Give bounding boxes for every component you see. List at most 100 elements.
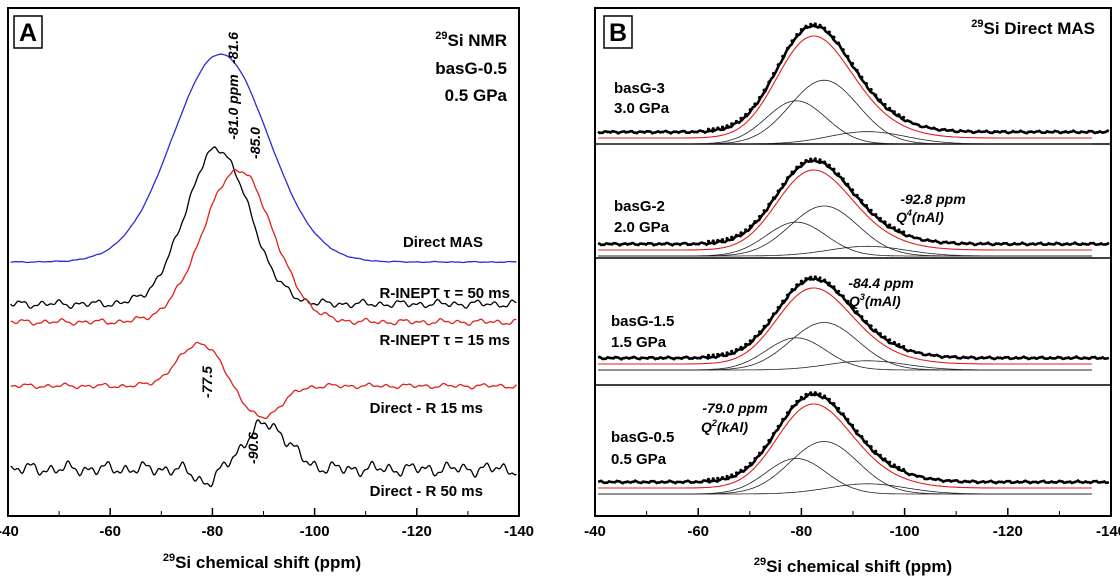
experimental-point	[725, 474, 729, 479]
fit-component-line	[598, 441, 1092, 495]
experimental-point	[874, 93, 878, 97]
fit-component-line	[598, 221, 1092, 257]
experimental-point	[860, 435, 864, 439]
experimental-point	[725, 351, 729, 355]
experimental-point	[739, 116, 743, 120]
experimental-point	[734, 119, 739, 124]
fit-sum-line	[598, 287, 1092, 365]
panel-a-x-axis-label: 29Si chemical shift (ppm)	[163, 552, 361, 572]
experimental-point	[827, 163, 831, 167]
experimental-point	[902, 344, 906, 349]
experimental-point	[730, 235, 734, 239]
panel-a-x-tick-label: -100	[300, 523, 330, 540]
experimental-point	[758, 95, 762, 100]
experimental-point	[720, 238, 725, 242]
experimental-point	[716, 352, 720, 357]
panel-b-x-tick-label: -80	[791, 523, 813, 540]
panel-b-x-tick-label: -60	[687, 523, 709, 540]
panel-a-spectra	[10, 53, 517, 488]
experimental-point	[813, 391, 817, 395]
fit-component-line	[598, 337, 1092, 371]
direct-r-15-spectrum	[10, 341, 517, 420]
experimental-point	[883, 457, 887, 461]
experimental-point	[781, 417, 785, 421]
experimental-point	[846, 54, 850, 59]
experimental-point	[832, 35, 836, 39]
direct-mas-spectrum	[10, 53, 517, 264]
panel-a-x-axis: -40 -60 -80 -100 -120 -140	[0, 508, 534, 540]
experimental-point	[790, 170, 794, 174]
experimental-point	[716, 126, 720, 130]
experimental-point	[790, 288, 794, 292]
fit-component-line	[598, 131, 1092, 145]
experimental-point	[809, 391, 813, 395]
experimental-point	[711, 127, 715, 131]
peak-label-81-6: -81.6	[225, 32, 241, 64]
experimental-point	[785, 176, 790, 180]
experimental-point	[748, 224, 752, 228]
experimental-point	[813, 22, 817, 26]
experimental-point	[832, 285, 836, 289]
experimental-point	[776, 189, 780, 193]
experimental-point	[767, 438, 771, 443]
experimental-point	[823, 160, 827, 164]
experimental-point	[818, 158, 822, 162]
experimental-point	[781, 54, 785, 59]
fit-component-line	[598, 483, 1092, 495]
experimental-point	[837, 406, 841, 411]
fit-component-line	[598, 205, 1092, 257]
panel-b-x-axis-label: 29Si chemical shift (ppm)	[754, 556, 952, 576]
experimental-point	[869, 324, 873, 328]
component-shift-q4: -92.8 ppm	[900, 191, 965, 207]
experimental-point	[837, 172, 841, 176]
experimental-point	[864, 82, 869, 86]
panel-b: B 29Si Direct MAS -40-60-80-100-120-140 …	[584, 7, 1120, 576]
sample-name-basg-2: basG-2	[614, 198, 665, 215]
experimental-point	[864, 440, 869, 444]
experimental-point	[753, 220, 757, 224]
panel-a-x-tick-label: -60	[99, 523, 121, 540]
direct-r-50-spectrum	[10, 419, 517, 488]
experimental-point	[855, 310, 859, 314]
panel-a-x-tick-label: -140	[504, 523, 534, 540]
fit-component-line	[598, 360, 1092, 371]
experimental-point	[758, 451, 762, 455]
experimental-point	[762, 209, 766, 213]
experimental-point	[804, 277, 808, 281]
panel-a-title-line-1: 29Si NMR	[435, 30, 507, 50]
experimental-point	[706, 353, 711, 357]
experimental-point	[711, 239, 715, 243]
experimental-point	[744, 342, 748, 346]
experimental-point	[758, 330, 762, 334]
experimental-point	[855, 429, 859, 433]
sample-pressure-basg-3: 3.0 GPa	[614, 100, 670, 117]
experimental-point	[827, 397, 831, 401]
experimental-point	[716, 238, 720, 243]
experimental-point	[869, 88, 873, 92]
peak-label-81-0: -81.0 ppm	[225, 74, 241, 139]
experimental-point	[785, 293, 790, 297]
experimental-point	[860, 315, 864, 319]
experimental-point	[823, 278, 827, 282]
experimental-point	[739, 231, 743, 235]
experimental-point	[818, 392, 822, 396]
experimental-point	[776, 63, 780, 67]
experimental-point	[827, 281, 831, 285]
experimental-point	[776, 424, 780, 428]
experimental-point	[841, 177, 845, 181]
experimental-point	[832, 167, 836, 171]
experimental-point	[902, 230, 906, 234]
experimental-point	[767, 202, 771, 206]
sample-name-basg-0-5: basG-0.5	[611, 429, 674, 446]
experimental-point	[781, 299, 785, 303]
experimental-point	[730, 473, 734, 477]
experimental-point	[809, 22, 813, 26]
experimental-point	[837, 289, 841, 293]
panel-a-title-line-3: 0.5 GPa	[445, 86, 508, 105]
fit-sum-line	[598, 403, 1092, 489]
experimental-point	[883, 102, 887, 107]
experimental-point	[804, 392, 808, 397]
experimental-point	[799, 395, 804, 399]
experimental-point	[744, 465, 748, 469]
experimental-point	[841, 48, 845, 52]
